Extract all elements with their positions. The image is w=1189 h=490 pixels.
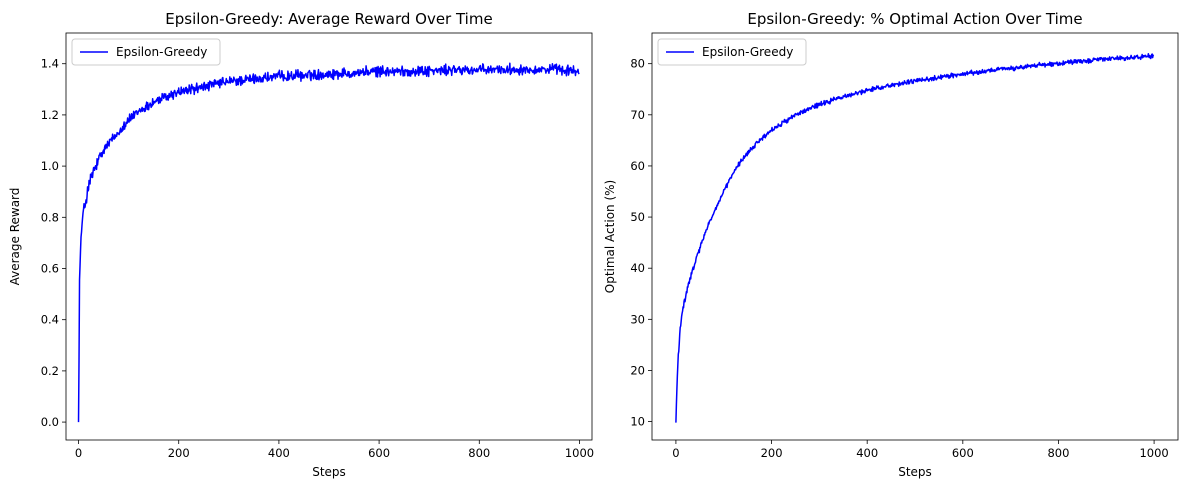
legend-label: Epsilon-Greedy <box>116 45 207 59</box>
chart-title: Epsilon-Greedy: % Optimal Action Over Ti… <box>747 10 1082 28</box>
x-tick-label: 200 <box>761 446 783 460</box>
chart-right: Epsilon-Greedy: % Optimal Action Over Ti… <box>603 10 1179 479</box>
y-axis-label: Average Reward <box>8 188 22 286</box>
legend: Epsilon-Greedy <box>71 38 221 66</box>
y-tick-label: 80 <box>630 57 645 71</box>
x-tick-label: 800 <box>1047 446 1069 460</box>
x-axis-label: Steps <box>898 465 932 479</box>
x-tick-label: 600 <box>952 446 974 460</box>
y-tick-label: 10 <box>630 415 645 429</box>
y-tick-label: 50 <box>630 210 645 224</box>
legend-label: Epsilon-Greedy <box>702 45 793 59</box>
y-tick-label: 60 <box>630 159 645 173</box>
x-tick-label: 200 <box>168 446 190 460</box>
x-tick-label: 1000 <box>1139 446 1168 460</box>
axes-frame <box>651 32 1179 441</box>
y-axis-label: Optimal Action (%) <box>603 180 617 293</box>
x-tick-label: 0 <box>75 446 82 460</box>
y-tick-label: 0.8 <box>41 210 59 224</box>
y-tick-label: 0.6 <box>41 261 59 275</box>
y-tick-label: 1.0 <box>41 159 59 173</box>
y-tick-label: 30 <box>630 312 645 326</box>
series-line <box>675 53 1155 423</box>
y-tick-label: 1.2 <box>41 108 59 122</box>
legend-box <box>71 38 221 66</box>
y-tick-label: 1.4 <box>41 57 59 71</box>
y-tick-label: 0.2 <box>41 364 59 378</box>
x-tick-label: 400 <box>268 446 290 460</box>
series-line <box>77 62 580 423</box>
y-tick-label: 0.4 <box>41 313 59 327</box>
y-tick-label: 0.0 <box>41 415 59 429</box>
x-tick-label: 1000 <box>565 446 594 460</box>
chart-left: Epsilon-Greedy: Average Reward Over Time… <box>8 10 594 479</box>
x-axis-label: Steps <box>312 465 346 479</box>
y-tick-label: 40 <box>630 261 645 275</box>
x-tick-label: 600 <box>368 446 390 460</box>
legend: Epsilon-Greedy <box>657 38 807 66</box>
y-tick-label: 20 <box>630 363 645 377</box>
x-tick-label: 0 <box>672 446 679 460</box>
x-tick-label: 800 <box>468 446 490 460</box>
axes-frame <box>65 32 593 441</box>
x-tick-label: 400 <box>856 446 878 460</box>
chart-title: Epsilon-Greedy: Average Reward Over Time <box>165 10 492 28</box>
legend-box <box>657 38 807 66</box>
y-tick-label: 70 <box>630 108 645 122</box>
